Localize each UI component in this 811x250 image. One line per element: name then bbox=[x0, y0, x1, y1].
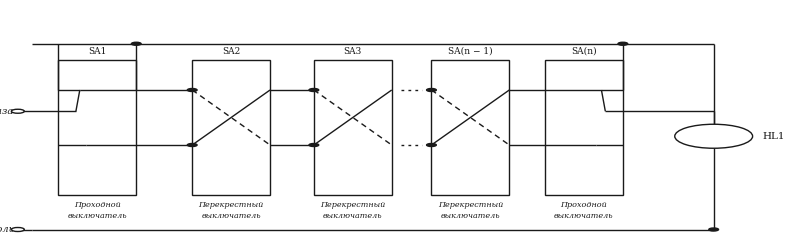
Circle shape bbox=[427, 88, 436, 92]
Text: SA3: SA3 bbox=[344, 46, 362, 56]
Bar bbox=[314, 60, 392, 195]
Circle shape bbox=[675, 124, 753, 148]
Text: Проходной
выключатель: Проходной выключатель bbox=[67, 201, 127, 220]
Text: Фаза: Фаза bbox=[0, 107, 14, 116]
Text: SA1: SA1 bbox=[88, 46, 106, 56]
Text: SA2: SA2 bbox=[222, 46, 240, 56]
Text: Проходной
выключатель: Проходной выключатель bbox=[554, 201, 614, 220]
Bar bbox=[431, 60, 509, 195]
Circle shape bbox=[187, 88, 197, 92]
Bar bbox=[58, 60, 136, 195]
Circle shape bbox=[309, 144, 319, 146]
Circle shape bbox=[618, 42, 628, 45]
Text: Перекрестный
выключатель: Перекрестный выключатель bbox=[438, 201, 503, 220]
Circle shape bbox=[11, 228, 24, 232]
Circle shape bbox=[309, 88, 319, 92]
Circle shape bbox=[11, 109, 24, 113]
Text: Перекрестный
выключатель: Перекрестный выключатель bbox=[320, 201, 385, 220]
Text: Ноль: Ноль bbox=[0, 225, 14, 234]
Text: HL1: HL1 bbox=[762, 132, 785, 141]
Text: Перекрестный
выключатель: Перекрестный выключатель bbox=[199, 201, 264, 220]
Circle shape bbox=[709, 228, 719, 231]
Text: SA(n): SA(n) bbox=[571, 46, 597, 56]
Text: SA(n − 1): SA(n − 1) bbox=[448, 46, 493, 56]
Circle shape bbox=[427, 144, 436, 146]
Bar bbox=[192, 60, 270, 195]
Bar bbox=[545, 60, 623, 195]
Circle shape bbox=[187, 144, 197, 146]
Circle shape bbox=[131, 42, 141, 45]
